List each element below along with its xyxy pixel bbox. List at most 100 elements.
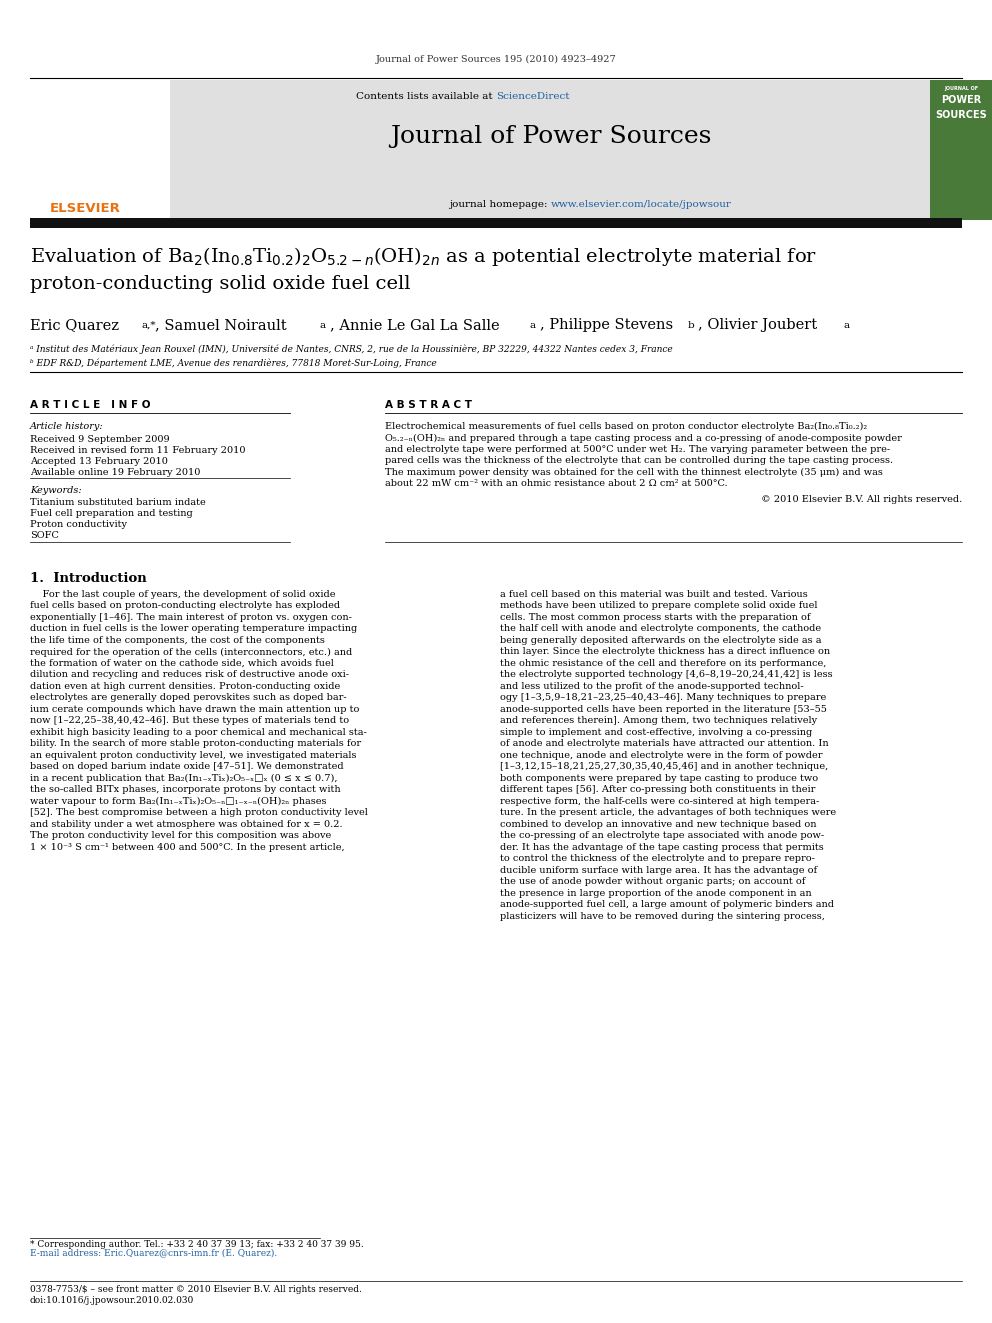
Text: E-mail address: Eric.Quarez@cnrs-imn.fr (E. Quarez).: E-mail address: Eric.Quarez@cnrs-imn.fr …	[30, 1248, 277, 1257]
Text: O₅.₂₋ₙ(OH)₂ₙ and prepared through a tape casting process and a co-pressing of an: O₅.₂₋ₙ(OH)₂ₙ and prepared through a tape…	[385, 434, 902, 443]
Text: The maximum power density was obtained for the cell with the thinnest electrolyt: The maximum power density was obtained f…	[385, 468, 883, 478]
Text: and less utilized to the profit of the anode-supported technol-: and less utilized to the profit of the a…	[500, 681, 804, 691]
Text: Received in revised form 11 February 2010: Received in revised form 11 February 201…	[30, 446, 245, 455]
Text: the co-pressing of an electrolyte tape associated with anode pow-: the co-pressing of an electrolyte tape a…	[500, 831, 824, 840]
Text: bility. In the search of more stable proton-conducting materials for: bility. In the search of more stable pro…	[30, 740, 361, 749]
Text: respective form, the half-cells were co-sintered at high tempera-: respective form, the half-cells were co-…	[500, 796, 819, 806]
Text: the electrolyte supported technology [4,6–8,19–20,24,41,42] is less: the electrolyte supported technology [4,…	[500, 671, 832, 680]
Text: Proton conductivity: Proton conductivity	[30, 520, 127, 529]
Text: and stability under a wet atmosphere was obtained for x = 0.2.: and stability under a wet atmosphere was…	[30, 820, 342, 830]
Text: 1.  Introduction: 1. Introduction	[30, 572, 147, 585]
Text: A R T I C L E   I N F O: A R T I C L E I N F O	[30, 400, 151, 410]
Text: a fuel cell based on this material was built and tested. Various: a fuel cell based on this material was b…	[500, 590, 807, 599]
Text: of anode and electrolyte materials have attracted our attention. In: of anode and electrolyte materials have …	[500, 740, 828, 749]
Text: ducible uniform surface with large area. It has the advantage of: ducible uniform surface with large area.…	[500, 867, 817, 875]
Text: SOURCES: SOURCES	[935, 110, 987, 120]
Text: Keywords:: Keywords:	[30, 486, 81, 495]
Text: the life time of the components, the cost of the components: the life time of the components, the cos…	[30, 636, 324, 646]
Text: Eric Quarez: Eric Quarez	[30, 318, 119, 332]
Text: the use of anode powder without organic parts; on account of: the use of anode powder without organic …	[500, 877, 806, 886]
Text: dation even at high current densities. Proton-conducting oxide: dation even at high current densities. P…	[30, 681, 340, 691]
Text: thin layer. Since the electrolyte thickness has a direct influence on: thin layer. Since the electrolyte thickn…	[500, 647, 830, 656]
Text: proton-conducting solid oxide fuel cell: proton-conducting solid oxide fuel cell	[30, 275, 411, 292]
Text: and references therein]. Among them, two techniques relatively: and references therein]. Among them, two…	[500, 717, 817, 725]
Text: exhibit high basicity leading to a poor chemical and mechanical sta-: exhibit high basicity leading to a poor …	[30, 728, 367, 737]
Text: 0378-7753/$ – see front matter © 2010 Elsevier B.V. All rights reserved.: 0378-7753/$ – see front matter © 2010 El…	[30, 1285, 362, 1294]
Text: combined to develop an innovative and new technique based on: combined to develop an innovative and ne…	[500, 820, 816, 830]
Text: anode-supported cells have been reported in the literature [53–55: anode-supported cells have been reported…	[500, 705, 827, 714]
Text: anode-supported fuel cell, a large amount of polymeric binders and: anode-supported fuel cell, a large amoun…	[500, 901, 834, 909]
Text: methods have been utilized to prepare complete solid oxide fuel: methods have been utilized to prepare co…	[500, 602, 817, 610]
Bar	[930, 79, 992, 220]
Text: * Corresponding author. Tel.: +33 2 40 37 39 13; fax: +33 2 40 37 39 95.: * Corresponding author. Tel.: +33 2 40 3…	[30, 1240, 364, 1249]
Text: A B S T R A C T: A B S T R A C T	[385, 400, 472, 410]
Bar	[170, 79, 930, 220]
Text: ogy [1–3,5,9–18,21–23,25–40,43–46]. Many techniques to prepare: ogy [1–3,5,9–18,21–23,25–40,43–46]. Many…	[500, 693, 826, 703]
Text: fuel cells based on proton-conducting electrolyte has exploded: fuel cells based on proton-conducting el…	[30, 602, 340, 610]
Bar	[30, 79, 170, 220]
Text: ELSEVIER: ELSEVIER	[50, 202, 121, 216]
Text: one technique, anode and electrolyte were in the form of powder: one technique, anode and electrolyte wer…	[500, 751, 822, 759]
Text: Available online 19 February 2010: Available online 19 February 2010	[30, 468, 200, 478]
Text: ᵇ EDF R&D, Département LME, Avenue des renardières, 77818 Moret-Sur-Loing, Franc: ᵇ EDF R&D, Département LME, Avenue des r…	[30, 359, 436, 368]
Text: Titanium substituted barium indate: Titanium substituted barium indate	[30, 497, 205, 507]
Text: Accepted 13 February 2010: Accepted 13 February 2010	[30, 456, 168, 466]
Text: a,*: a,*	[142, 321, 157, 329]
Text: the ohmic resistance of the cell and therefore on its performance,: the ohmic resistance of the cell and the…	[500, 659, 826, 668]
Text: a: a	[843, 321, 849, 329]
Text: ScienceDirect: ScienceDirect	[496, 93, 569, 101]
Text: www.elsevier.com/locate/jpowsour: www.elsevier.com/locate/jpowsour	[551, 200, 731, 209]
Text: Article history:: Article history:	[30, 422, 103, 431]
Text: now [1–22,25–38,40,42–46]. But these types of materials tend to: now [1–22,25–38,40,42–46]. But these typ…	[30, 717, 349, 725]
Text: pared cells was the thickness of the electrolyte that can be controlled during t: pared cells was the thickness of the ele…	[385, 456, 893, 466]
Text: der. It has the advantage of the tape casting process that permits: der. It has the advantage of the tape ca…	[500, 843, 823, 852]
Text: being generally deposited afterwards on the electrolyte side as a: being generally deposited afterwards on …	[500, 636, 821, 646]
Text: different tapes [56]. After co-pressing both constituents in their: different tapes [56]. After co-pressing …	[500, 786, 815, 795]
Text: water vapour to form Ba₂(In₁₋ₓTiₓ)₂O₅₋ₙ□₁₋ₓ₋ₙ(OH)₂ₙ phases: water vapour to form Ba₂(In₁₋ₓTiₓ)₂O₅₋ₙ□…	[30, 796, 326, 806]
Text: © 2010 Elsevier B.V. All rights reserved.: © 2010 Elsevier B.V. All rights reserved…	[761, 495, 962, 504]
Text: doi:10.1016/j.jpowsour.2010.02.030: doi:10.1016/j.jpowsour.2010.02.030	[30, 1297, 194, 1304]
Text: and electrolyte tape were performed at 500°C under wet H₂. The varying parameter: and electrolyte tape were performed at 5…	[385, 445, 890, 454]
Text: Electrochemical measurements of fuel cells based on proton conductor electrolyte: Electrochemical measurements of fuel cel…	[385, 422, 867, 431]
Text: , Samuel Noirault: , Samuel Noirault	[155, 318, 287, 332]
Text: duction in fuel cells is the lower operating temperature impacting: duction in fuel cells is the lower opera…	[30, 624, 357, 634]
Text: ture. In the present article, the advantages of both techniques were: ture. In the present article, the advant…	[500, 808, 836, 818]
Text: Journal of Power Sources 195 (2010) 4923–4927: Journal of Power Sources 195 (2010) 4923…	[376, 56, 616, 64]
Text: the half cell with anode and electrolyte components, the cathode: the half cell with anode and electrolyte…	[500, 624, 821, 634]
Text: the formation of water on the cathode side, which avoids fuel: the formation of water on the cathode si…	[30, 659, 334, 668]
Text: Contents lists available at: Contents lists available at	[356, 93, 496, 101]
Text: , Annie Le Gal La Salle: , Annie Le Gal La Salle	[330, 318, 500, 332]
Text: ium cerate compounds which have drawn the main attention up to: ium cerate compounds which have drawn th…	[30, 705, 359, 714]
Text: a: a	[320, 321, 326, 329]
Text: Journal of Power Sources: Journal of Power Sources	[390, 124, 711, 148]
Text: Evaluation of Ba$_2$(In$_{0.8}$Ti$_{0.2}$)$_2$O$_{5.2-n}$(OH)$_{2n}$ as a potent: Evaluation of Ba$_2$(In$_{0.8}$Ti$_{0.2}…	[30, 245, 817, 269]
Text: cells. The most common process starts with the preparation of: cells. The most common process starts wi…	[500, 613, 810, 622]
Text: the so-called BITx phases, incorporate protons by contact with: the so-called BITx phases, incorporate p…	[30, 786, 340, 795]
Text: The proton conductivity level for this composition was above: The proton conductivity level for this c…	[30, 831, 331, 840]
Text: based on doped barium indate oxide [47–51]. We demonstrated: based on doped barium indate oxide [47–5…	[30, 762, 343, 771]
Text: b: b	[688, 321, 694, 329]
Text: journal homepage:: journal homepage:	[448, 200, 551, 209]
Text: JOURNAL OF: JOURNAL OF	[944, 86, 978, 91]
Text: the presence in large proportion of the anode component in an: the presence in large proportion of the …	[500, 889, 811, 898]
Text: electrolytes are generally doped perovskites such as doped bar-: electrolytes are generally doped perovsk…	[30, 693, 346, 703]
Text: exponentially [1–46]. The main interest of proton vs. oxygen con-: exponentially [1–46]. The main interest …	[30, 613, 352, 622]
Text: a: a	[530, 321, 536, 329]
Text: [1–3,12,15–18,21,25,27,30,35,40,45,46] and in another technique,: [1–3,12,15–18,21,25,27,30,35,40,45,46] a…	[500, 762, 828, 771]
Text: to control the thickness of the electrolyte and to prepare repro-: to control the thickness of the electrol…	[500, 855, 814, 864]
Text: simple to implement and cost-effective, involving a co-pressing: simple to implement and cost-effective, …	[500, 728, 812, 737]
Text: both components were prepared by tape casting to produce two: both components were prepared by tape ca…	[500, 774, 818, 783]
Text: For the last couple of years, the development of solid oxide: For the last couple of years, the develo…	[30, 590, 335, 599]
Text: POWER: POWER	[940, 95, 981, 105]
Text: , Philippe Stevens: , Philippe Stevens	[540, 318, 674, 332]
Text: [52]. The best compromise between a high proton conductivity level: [52]. The best compromise between a high…	[30, 808, 368, 818]
Text: in a recent publication that Ba₂(In₁₋ₓTiₓ)₂O₅₋ₓ□ₓ (0 ≤ x ≤ 0.7),: in a recent publication that Ba₂(In₁₋ₓTi…	[30, 774, 337, 783]
Bar	[30, 218, 962, 228]
Text: an equivalent proton conductivity level, we investigated materials: an equivalent proton conductivity level,…	[30, 751, 356, 759]
Text: ᵃ Institut des Matériaux Jean Rouxel (IMN), Université de Nantes, CNRS, 2, rue d: ᵃ Institut des Matériaux Jean Rouxel (IM…	[30, 345, 673, 355]
Text: dilution and recycling and reduces risk of destructive anode oxi-: dilution and recycling and reduces risk …	[30, 671, 349, 680]
Text: 1 × 10⁻³ S cm⁻¹ between 400 and 500°C. In the present article,: 1 × 10⁻³ S cm⁻¹ between 400 and 500°C. I…	[30, 843, 344, 852]
Text: required for the operation of the cells (interconnectors, etc.) and: required for the operation of the cells …	[30, 647, 352, 656]
Text: SOFC: SOFC	[30, 531, 59, 540]
Text: Received 9 September 2009: Received 9 September 2009	[30, 435, 170, 445]
